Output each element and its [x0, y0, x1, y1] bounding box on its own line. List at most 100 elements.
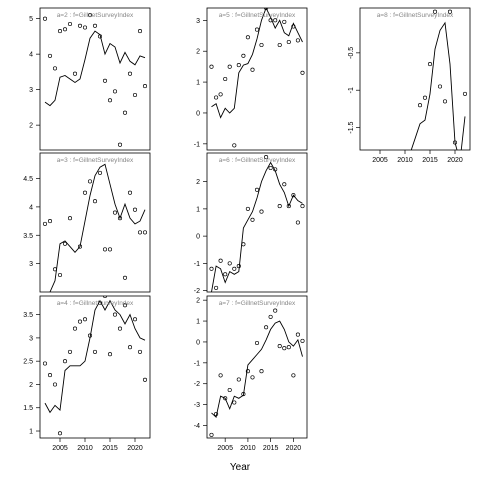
x-tick-label: 2020: [286, 445, 302, 452]
observation-point: [254, 187, 260, 192]
observation-point: [241, 392, 246, 397]
observation-point: [417, 103, 423, 108]
observation-point: [112, 312, 118, 317]
observation-point: [291, 24, 296, 29]
observation-point: [142, 230, 148, 235]
y-tick-label: -2: [194, 381, 200, 388]
observation-point: [447, 9, 453, 14]
panel-title: a=2 : f=GillnetSurveyIndex: [57, 12, 134, 19]
y-tick-label: -1: [194, 141, 200, 148]
observation-point: [107, 352, 113, 357]
observation-point: [236, 264, 241, 269]
observation-point: [214, 411, 219, 417]
observation-point: [422, 95, 428, 100]
y-tick-label: -0.5: [348, 47, 355, 59]
observation-point: [273, 308, 278, 313]
model-line: [49, 163, 146, 292]
observation-point: [137, 29, 143, 34]
x-tick-label: 2015: [422, 157, 438, 164]
plot-area: [42, 13, 148, 147]
observation-point: [218, 373, 223, 378]
observation-point: [132, 317, 138, 322]
x-tick-label: 2010: [77, 445, 93, 452]
y-tick-label: 2: [29, 382, 33, 389]
observation-point: [291, 193, 296, 198]
y-tick-label: 3.5: [23, 312, 33, 319]
observation-point: [286, 39, 291, 45]
observation-point: [77, 23, 83, 28]
y-tick-label: -3: [194, 402, 200, 409]
observation-point: [92, 349, 98, 354]
panel-7: -4 -3 -2 -1 0 1 2 2005 2010 2015 2020 a=7 : f=Gilln…: [194, 295, 308, 452]
x-tick-label: 2020: [127, 445, 143, 452]
chart-panels: 2 3 4 5 a=2 : f=GillnetSurveyIndex -1 0 1 2 3 a=5 …: [23, 7, 471, 452]
observation-point: [227, 261, 232, 266]
panel-frame: [39, 152, 151, 293]
observation-point: [232, 400, 237, 405]
observation-point: [87, 333, 93, 338]
observation-point: [117, 216, 123, 221]
observation-point: [67, 21, 73, 27]
model-line: [410, 21, 466, 150]
panel-frame: [39, 295, 151, 439]
y-tick-label: 1: [196, 80, 200, 87]
observation-point: [97, 300, 103, 306]
observation-point: [97, 170, 103, 175]
observation-point: [102, 78, 108, 83]
observation-point: [87, 179, 93, 184]
observation-point: [236, 377, 241, 382]
observation-point: [300, 338, 305, 343]
observation-point: [245, 35, 250, 40]
model-line: [44, 30, 146, 107]
observation-point: [47, 53, 53, 58]
observation-point: [241, 53, 246, 58]
observation-point: [142, 84, 148, 89]
panel-5: -2 -1 0 1 2 a=6 : f=GillnetSurveyIndex: [194, 152, 308, 295]
observation-point: [227, 64, 232, 69]
observation-point: [300, 204, 305, 209]
observation-point: [427, 62, 433, 67]
x-tick-label: 2005: [372, 157, 388, 164]
observation-point: [107, 98, 113, 103]
x-axis-label: Year: [230, 462, 251, 473]
x-tick-label: 2010: [397, 157, 413, 164]
observation-point: [142, 377, 148, 382]
observation-point: [245, 369, 250, 374]
observation-point: [452, 140, 458, 145]
observation-point: [127, 345, 133, 350]
panel-title: a=7 : f=GillnetSurveyIndex: [219, 300, 296, 307]
observation-point: [268, 165, 273, 171]
y-tick-label: 2: [29, 123, 33, 130]
observation-point: [432, 9, 438, 14]
y-tick-label: 2: [196, 298, 200, 305]
panel-6: 1 1.5 2 2.5 3 3.5 2005 2010 2015 2020 a=4 : f=Gill…: [23, 295, 151, 452]
y-tick-label: 2: [196, 179, 200, 186]
observation-point: [218, 258, 223, 263]
observation-point: [300, 70, 305, 75]
panel-frame: [206, 7, 308, 151]
observation-point: [72, 326, 78, 331]
plot-area: [209, 8, 305, 148]
observation-point: [264, 8, 269, 11]
observation-point: [92, 23, 98, 28]
panel-1: 2 3 4 5 a=2 : f=GillnetSurveyIndex: [29, 7, 151, 151]
observation-point: [286, 345, 291, 350]
observation-point: [102, 247, 108, 252]
observation-point: [62, 241, 68, 246]
observation-point: [236, 63, 241, 68]
observation-point: [254, 340, 260, 346]
observation-point: [413, 175, 416, 178]
model-line: [44, 299, 146, 414]
y-tick-label: 4: [29, 204, 33, 211]
observation-point: [250, 375, 255, 380]
observation-point: [47, 219, 53, 224]
plot-area: [42, 296, 148, 436]
x-tick-label: 2010: [240, 445, 256, 452]
panel-4: 3 3.5 4 4.5 a=3 : f=GillnetSurveyIndex: [23, 152, 151, 293]
observation-point: [223, 396, 228, 401]
y-tick-label: 3.5: [23, 233, 33, 240]
observation-point: [232, 143, 237, 148]
observation-point: [42, 16, 48, 21]
plot-area: [42, 163, 148, 292]
x-tick-label: 2005: [217, 445, 233, 452]
